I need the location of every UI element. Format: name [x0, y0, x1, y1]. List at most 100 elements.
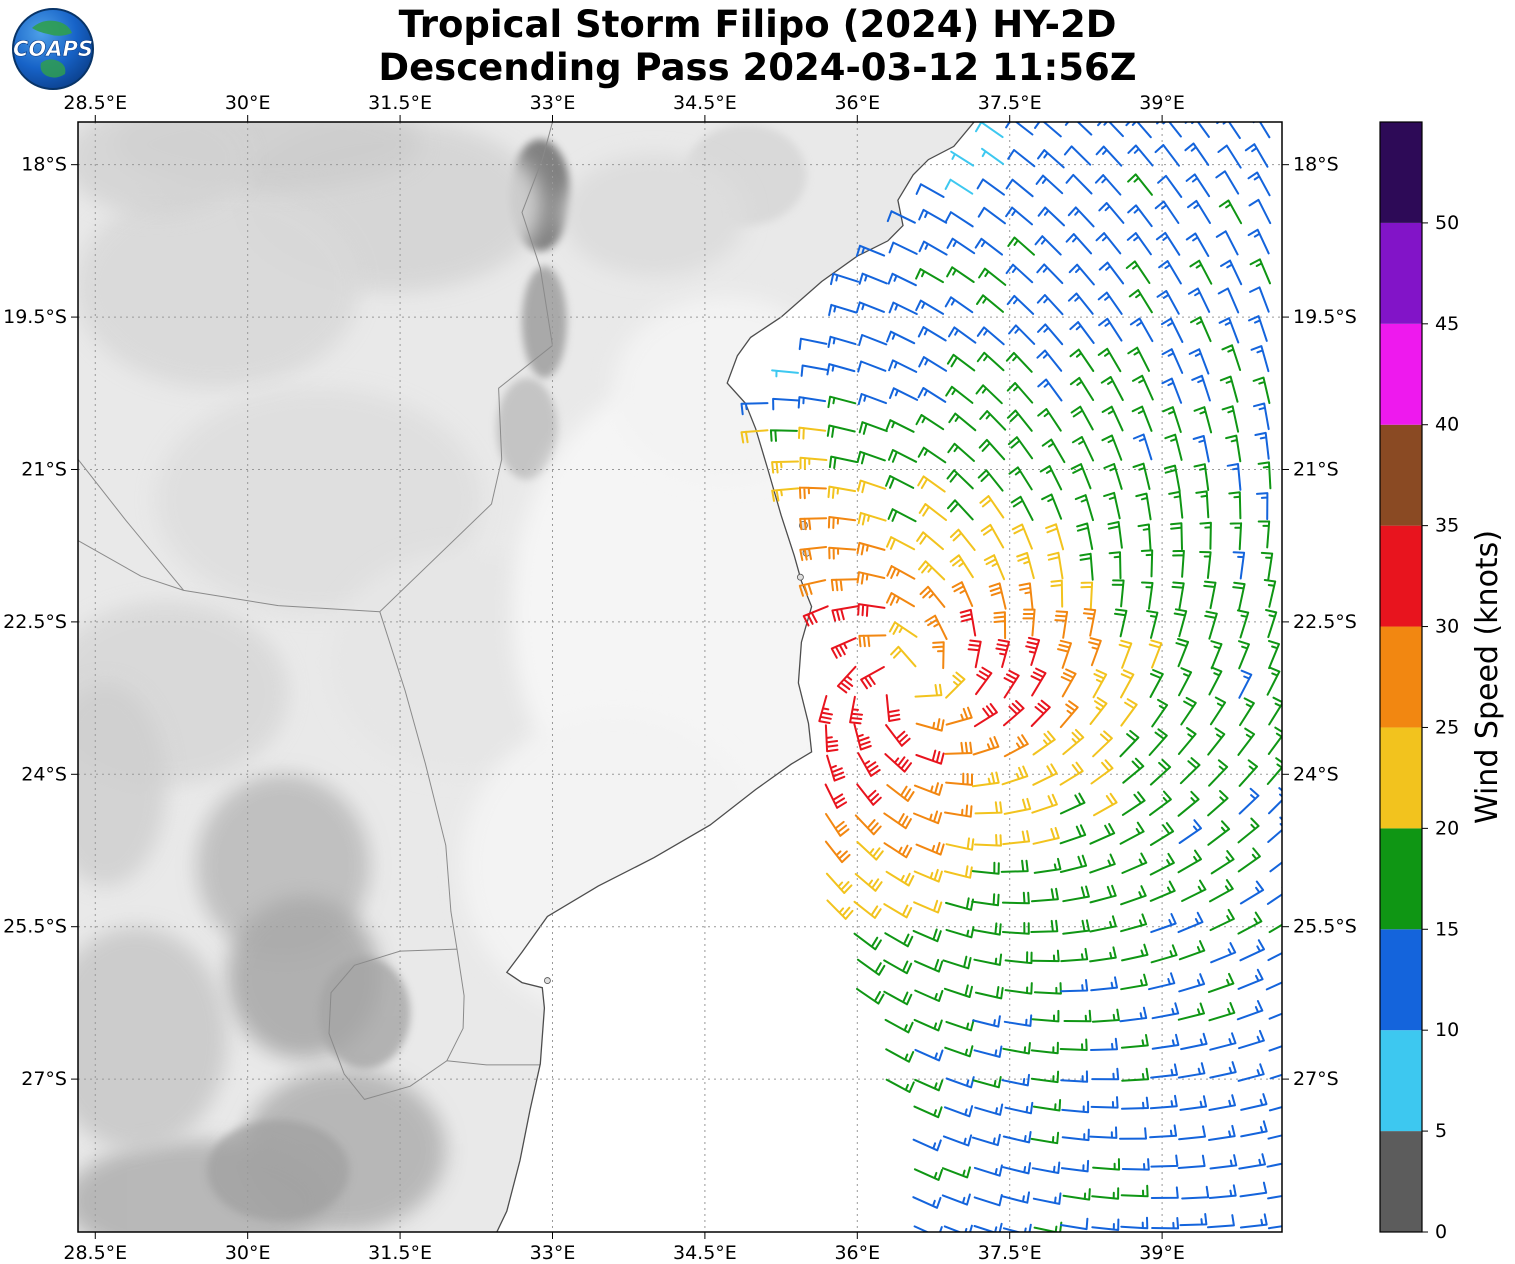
wind-barb — [1209, 908, 1235, 932]
wind-barb — [976, 178, 1005, 196]
wind-barb — [740, 402, 769, 416]
wind-barb — [1119, 821, 1145, 845]
wind-barb — [1091, 1067, 1120, 1081]
wind-barb — [1210, 640, 1223, 670]
wind-barb — [972, 1015, 1001, 1028]
wind-barb — [1062, 1188, 1091, 1201]
wind-barb — [856, 958, 886, 976]
wind-barb — [1091, 1008, 1120, 1023]
wind-barb — [918, 356, 948, 372]
wind-barb — [1149, 758, 1172, 786]
coastline — [496, 122, 975, 1232]
wind-barb — [1150, 1063, 1178, 1079]
wind-barb — [1151, 698, 1169, 728]
wind-barb — [857, 479, 887, 494]
wind-barb — [915, 718, 945, 732]
wind-barb — [1221, 405, 1240, 433]
wind-barb — [885, 870, 915, 887]
wind-barb — [1095, 232, 1122, 255]
wind-barb — [1062, 885, 1090, 903]
wind-barb — [1247, 171, 1271, 197]
wind-barb — [740, 429, 769, 444]
wind-barb — [888, 449, 918, 463]
wind-barb — [995, 639, 1010, 668]
wind-barb — [857, 752, 881, 777]
wind-barb — [1032, 763, 1058, 786]
wind-barb — [1082, 608, 1097, 637]
wind-barb — [917, 475, 946, 493]
y-tick-label-right: 19.5°S — [1293, 306, 1357, 328]
x-tick-label-bottom: 37.5°E — [978, 1242, 1042, 1264]
colorbar-segment — [1380, 727, 1422, 829]
wind-barb — [858, 334, 888, 347]
wind-barb — [1059, 1038, 1088, 1051]
wind-barb — [1207, 1214, 1235, 1229]
wind-barb — [974, 986, 1004, 1000]
wind-barb — [1032, 827, 1060, 845]
wind-barb — [886, 536, 916, 551]
colorbar-tick-label: 30 — [1435, 616, 1459, 638]
wind-barb — [1135, 492, 1152, 521]
wind-barb — [915, 749, 945, 765]
wind-barb — [1216, 122, 1241, 140]
wind-barb — [913, 899, 943, 914]
x-tick-label-bottom: 39°E — [1139, 1242, 1185, 1264]
colorbar-segment — [1380, 424, 1422, 526]
wind-barb — [1063, 145, 1092, 166]
wind-barb — [1003, 734, 1029, 758]
wind-barb — [1089, 915, 1117, 933]
wind-barb — [1208, 1184, 1237, 1199]
wind-barb — [1061, 1128, 1090, 1142]
wind-barb — [1208, 1094, 1236, 1111]
colorbar-tick-label: 40 — [1435, 414, 1459, 436]
wind-barb — [1239, 880, 1265, 905]
wind-barb — [917, 446, 947, 464]
wind-barb — [1151, 1217, 1180, 1230]
wind-barb — [1111, 579, 1125, 608]
wind-barb — [830, 272, 860, 286]
wind-barb — [988, 582, 1007, 610]
wind-barb — [1030, 699, 1051, 727]
wind-barb — [1229, 522, 1243, 551]
wind-barb — [1068, 263, 1095, 286]
plot-title: Tropical Storm Filipo (2024) HY-2D — [398, 3, 1117, 46]
wind-barb — [1239, 939, 1265, 962]
y-tick-label-right: 21°S — [1293, 458, 1339, 480]
wind-barb — [798, 579, 827, 597]
colorbar-segment — [1380, 122, 1422, 223]
wind-barb — [1141, 581, 1154, 610]
wind-barb — [1002, 1131, 1032, 1144]
wind-barb — [1033, 857, 1062, 874]
wind-barb — [885, 475, 915, 489]
wind-barb — [1257, 520, 1271, 549]
wind-barb — [1172, 549, 1185, 578]
wind-barb — [1059, 761, 1084, 786]
wind-barb — [1149, 822, 1175, 846]
wind-barb — [1089, 946, 1117, 963]
x-tick-label-bottom: 34.5°E — [673, 1242, 737, 1264]
wind-barb — [1177, 849, 1202, 874]
y-tick-label-right: 25.5°S — [1293, 916, 1357, 938]
wind-barb — [1122, 757, 1145, 784]
wind-barb — [1265, 981, 1282, 991]
wind-barb — [1178, 973, 1206, 993]
wind-barb — [1070, 463, 1092, 490]
wind-barb — [1114, 608, 1128, 638]
country-border — [78, 458, 185, 591]
wind-barb — [1247, 228, 1270, 255]
wind-barb — [1101, 405, 1124, 432]
wind-barb — [1074, 494, 1094, 522]
wind-barb — [1007, 436, 1034, 460]
wind-barb — [1187, 287, 1211, 313]
wind-barb — [971, 861, 1000, 875]
wind-barb — [1175, 638, 1190, 668]
wind-barb — [1177, 727, 1197, 755]
wind-barb — [889, 387, 919, 401]
colorbar-segment — [1380, 929, 1422, 1031]
wind-barb — [945, 1076, 975, 1089]
wind-barb — [798, 337, 828, 351]
wind-barb — [1161, 348, 1184, 374]
wind-barb — [1148, 639, 1163, 669]
wind-barb — [1178, 940, 1206, 961]
wind-barb — [1031, 1161, 1061, 1174]
